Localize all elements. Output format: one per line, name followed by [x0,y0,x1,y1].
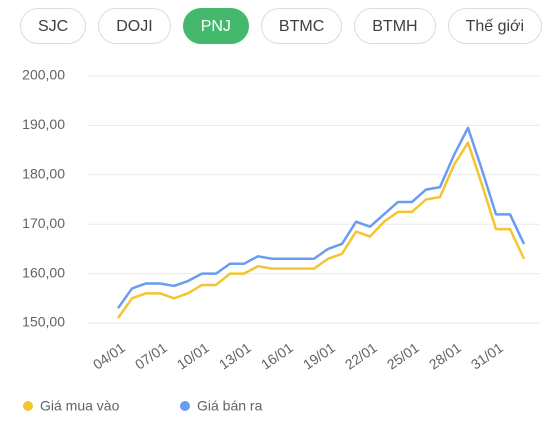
x-tick-label: 28/01 [426,339,464,372]
x-tick-label: 10/01 [174,339,212,372]
tab[interactable]: BTMH [354,8,436,44]
tab[interactable]: Thế giới [447,8,543,44]
x-tick-label: 07/01 [132,339,170,372]
tab[interactable]: DOJI [98,8,171,44]
y-tick-label: 160,00 [22,264,65,280]
tab-bar: SJC DOJI PNJ BTMC BTMH Thế giới [20,8,543,44]
tab[interactable]: PNJ [182,8,249,44]
y-tick-label: 190,00 [22,116,65,132]
series-line [116,126,526,309]
tab[interactable]: BTMC [260,8,343,44]
x-tick-label: 22/01 [342,339,380,372]
legend-label: Giá bán ra [197,398,263,414]
series-line [116,141,526,319]
y-tick-label: 200,00 [22,67,65,83]
y-tick-label: 150,00 [22,314,65,330]
legend-label: Giá mua vào [40,398,120,414]
y-tick-label: 180,00 [22,166,65,182]
x-tick-label: 13/01 [216,339,254,372]
legend-swatch [180,401,190,411]
tab[interactable]: SJC [20,8,87,44]
x-tick-label: 16/01 [258,339,296,372]
x-tick-label: 31/01 [468,339,506,372]
x-tick-label: 25/01 [384,339,422,372]
legend-swatch [23,401,33,411]
y-tick-label: 170,00 [22,215,65,231]
x-tick-label: 19/01 [300,339,338,372]
legend-item: Giá mua vào [23,398,120,414]
x-tick-label: 04/01 [90,339,128,372]
legend-item: Giá bán ra [180,398,263,414]
